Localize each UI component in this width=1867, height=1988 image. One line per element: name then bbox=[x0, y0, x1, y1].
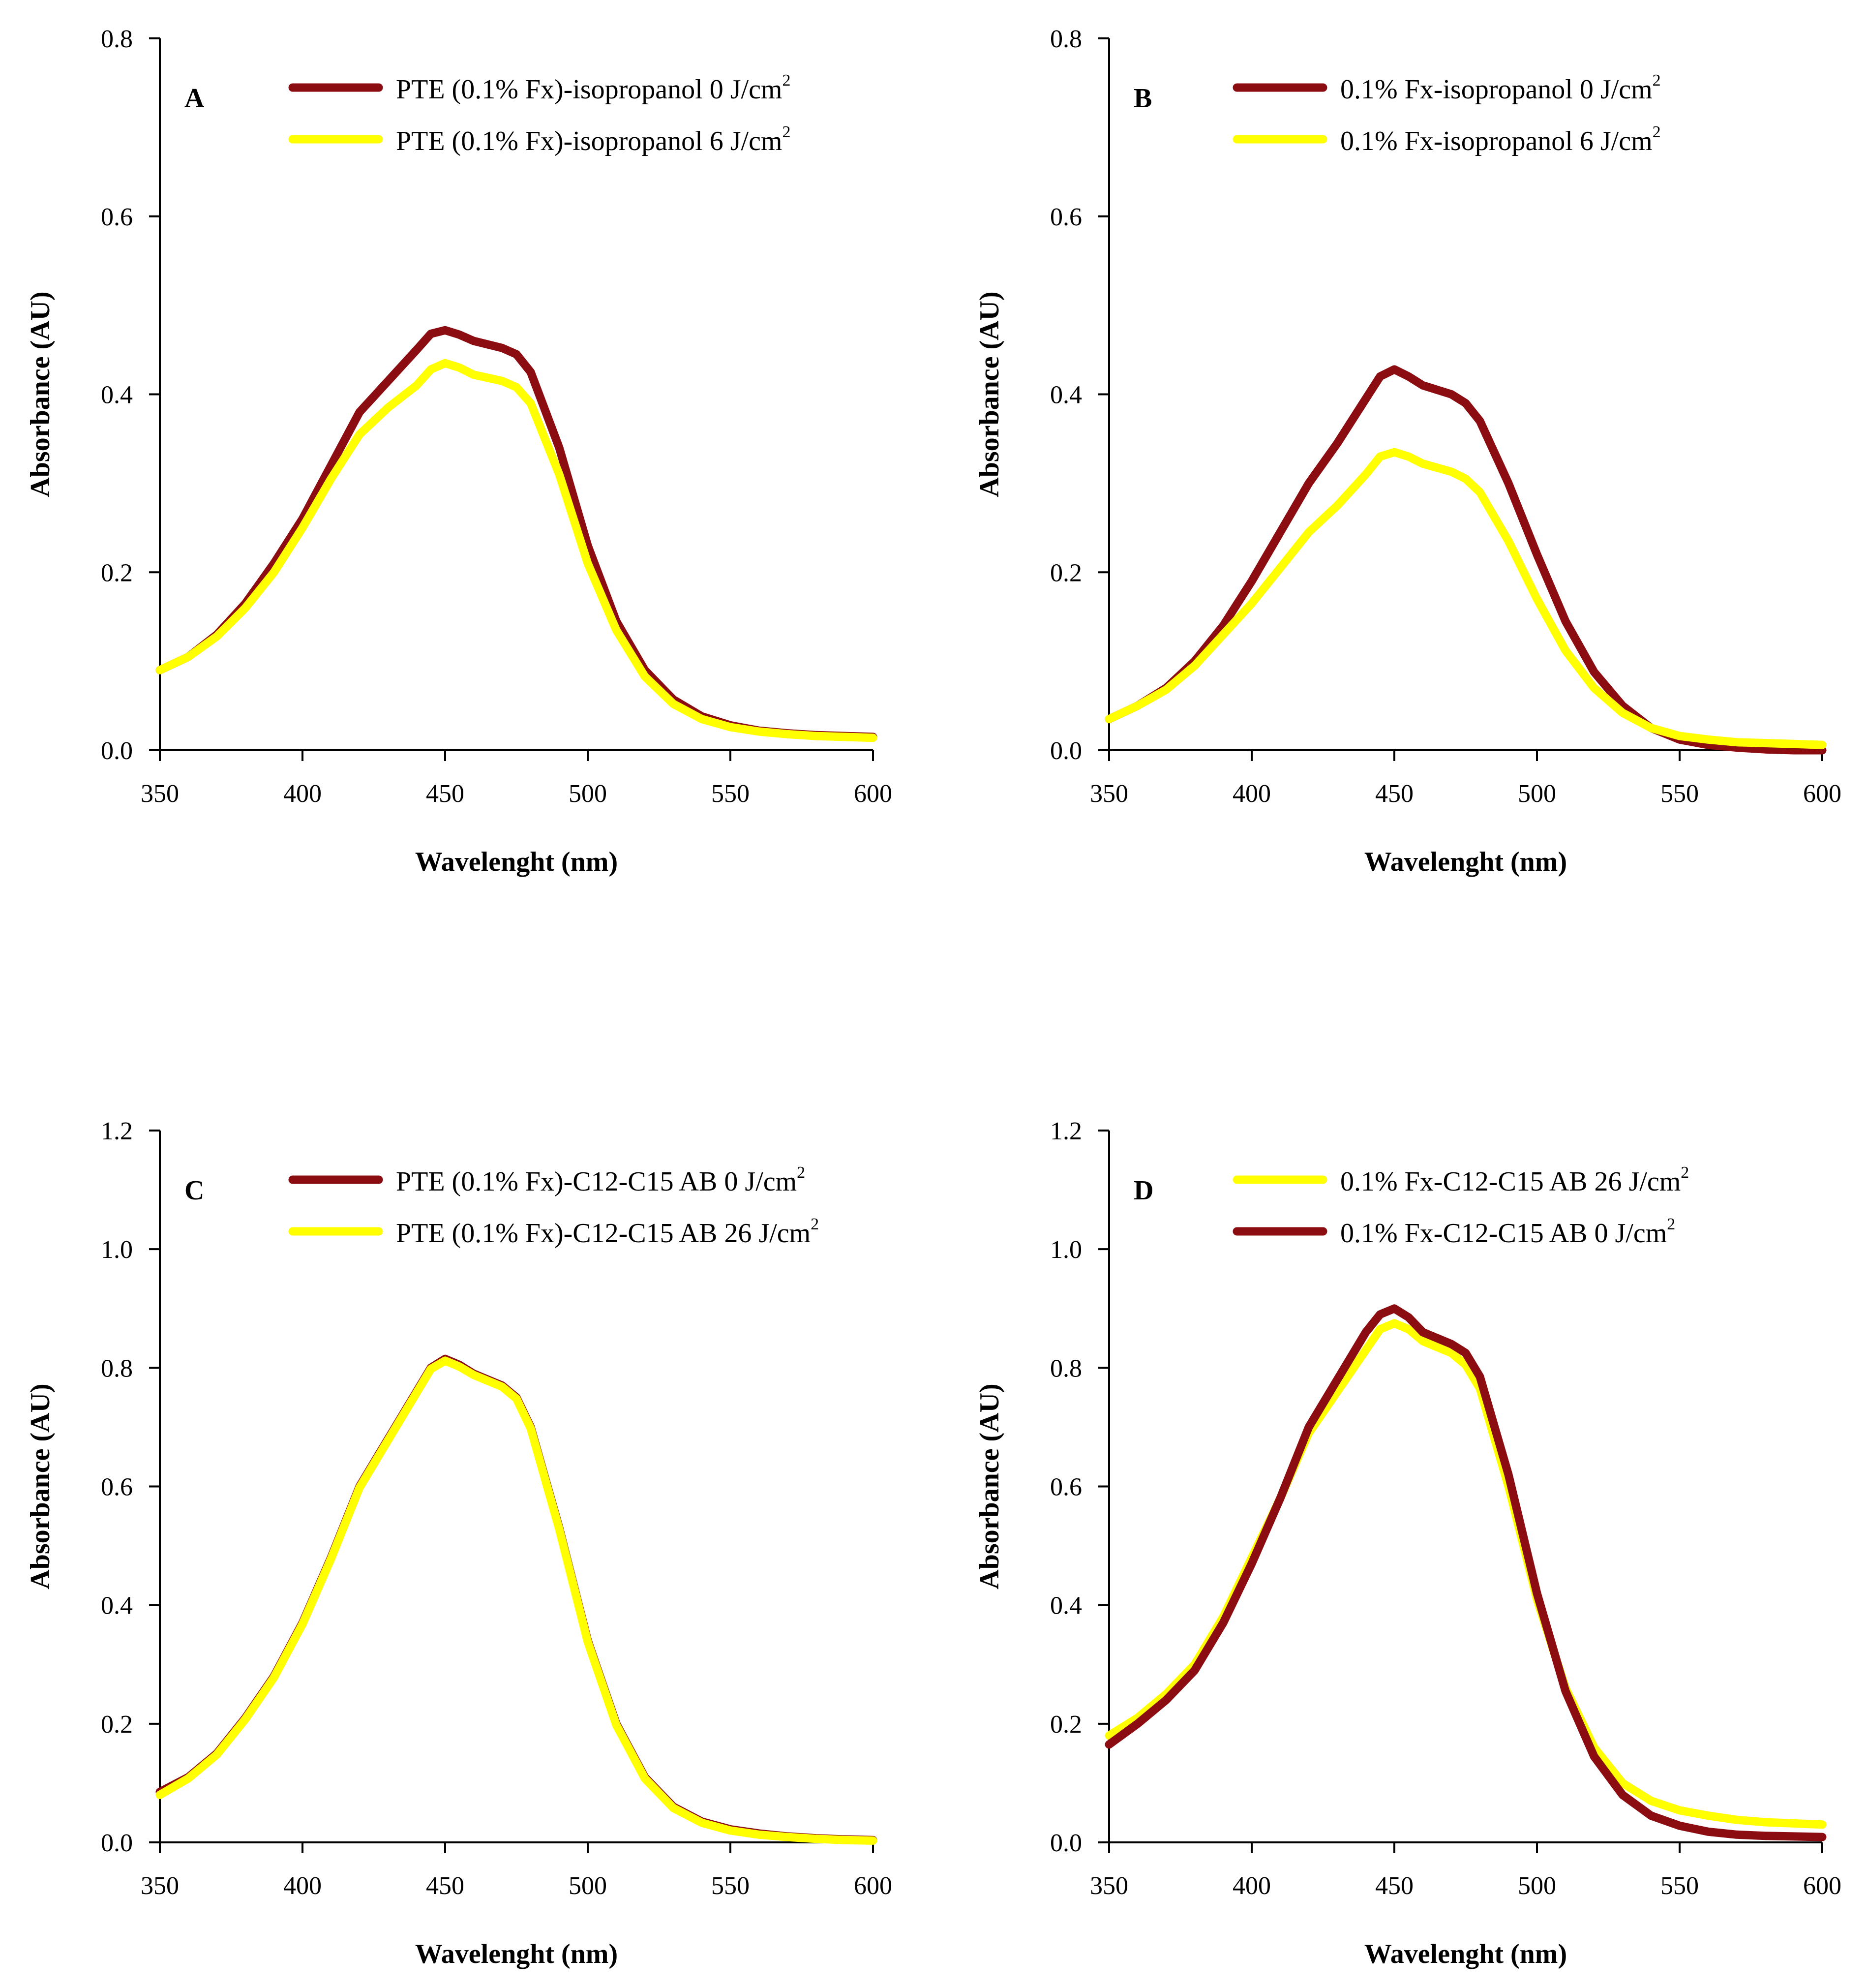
panel-b-legend-name-2: 0.1% Fx-isopropanol 6 J/cm bbox=[1340, 126, 1653, 156]
panel-a-letter: A bbox=[184, 83, 205, 114]
panel-d-x-tick-label: 550 bbox=[1660, 1872, 1699, 1900]
panel-b-y-tick-label: 0.2 bbox=[1050, 559, 1082, 587]
panel-d-x-tick-label: 350 bbox=[1090, 1872, 1128, 1900]
panel-b-x-tick-label: 450 bbox=[1375, 780, 1414, 808]
panel-d-legend-label-1: 0.1% Fx-C12-C15 AB 26 J/cm2 bbox=[1340, 1163, 1689, 1197]
panel-d-y-tick-label: 1.0 bbox=[1050, 1236, 1082, 1264]
panel-c-legend-superscript-2: 2 bbox=[811, 1215, 819, 1233]
panel-c-y-tick-label: 0.6 bbox=[101, 1473, 133, 1501]
panel-b-x-tick-label: 600 bbox=[1803, 780, 1841, 808]
panel-a-y-tick-label: 0.2 bbox=[101, 559, 133, 587]
panel-c-y-tick-label: 0.8 bbox=[101, 1354, 133, 1382]
panel-b-x-tick-label: 550 bbox=[1660, 780, 1699, 808]
panel-c-y-tick-label: 0.2 bbox=[101, 1711, 133, 1739]
panel-c-x-tick-label: 400 bbox=[283, 1872, 322, 1900]
panel-a-x-tick-label: 600 bbox=[854, 780, 892, 808]
panel-a-x-axis-title: Wavelenght (nm) bbox=[415, 847, 618, 877]
panel-b-x-tick-label: 350 bbox=[1090, 780, 1128, 808]
panel-c-x-tick-label: 600 bbox=[854, 1872, 892, 1900]
panel-a-x-tick-label: 350 bbox=[141, 780, 179, 808]
panel-d-x-tick-label: 500 bbox=[1518, 1872, 1556, 1900]
panel-d: 350 400 450 500 550 600 0.0 0.2 0.4 0.6 0.8 1.0 1.2 W… bbox=[974, 1117, 1841, 1969]
panel-d-series-2-line bbox=[1105, 1304, 1827, 1841]
panel-b-y-axis-title: Absorbance (AU) bbox=[974, 291, 1005, 497]
panel-a-legend-label-1: PTE (0.1% Fx)-isopropanol 0 J/cm2 bbox=[396, 71, 790, 105]
panel-d-y-axis-title: Absorbance (AU) bbox=[974, 1383, 1005, 1589]
panel-d-legend-label-2: 0.1% Fx-C12-C15 AB 0 J/cm2 bbox=[1340, 1215, 1675, 1249]
panel-c-y-axis-title: Absorbance (AU) bbox=[25, 1383, 56, 1589]
panel-d-y-tick-label: 0.6 bbox=[1050, 1473, 1082, 1501]
panel-d-x-tick-label: 400 bbox=[1233, 1872, 1271, 1900]
panel-b-legend-superscript-1: 2 bbox=[1653, 71, 1661, 90]
panel-b-y-tick-label: 0.6 bbox=[1050, 203, 1082, 231]
panel-a-legend-label-2: PTE (0.1% Fx)-isopropanol 6 J/cm2 bbox=[396, 123, 790, 156]
panel-a-y-tick-label: 0.0 bbox=[101, 737, 133, 765]
panel-b-x-tick-label: 400 bbox=[1233, 780, 1271, 808]
panel-b-x-axis-title: Wavelenght (nm) bbox=[1364, 847, 1567, 877]
panel-d-legend-name-1: 0.1% Fx-C12-C15 AB 26 J/cm bbox=[1340, 1166, 1681, 1197]
panel-c-y-tick-label: 0.0 bbox=[101, 1829, 133, 1857]
panel-d-legend-name-2: 0.1% Fx-C12-C15 AB 0 J/cm bbox=[1340, 1218, 1667, 1249]
panel-a-y-tick-label: 0.4 bbox=[101, 381, 133, 409]
panel-d-x-tick-label: 450 bbox=[1375, 1872, 1414, 1900]
panel-b-series-1-line bbox=[1105, 365, 1827, 755]
panel-a-legend-superscript-2: 2 bbox=[782, 123, 790, 141]
panel-b-letter: B bbox=[1134, 83, 1152, 114]
panel-b-x-tick-label: 500 bbox=[1518, 780, 1556, 808]
panel-d-series-1-line bbox=[1105, 1319, 1827, 1829]
panel-a-x-tick-label: 450 bbox=[426, 780, 464, 808]
panel-a-series-2-line bbox=[155, 359, 877, 742]
panel-c-y-tick-label: 0.4 bbox=[101, 1592, 133, 1620]
panel-c-x-axis-title: Wavelenght (nm) bbox=[415, 1939, 618, 1969]
panel-a: 350 400 450 500 550 600 0.0 0.2 0.4 0.6 0.8 Wavelen… bbox=[25, 25, 892, 877]
panel-d-letter: D bbox=[1134, 1175, 1153, 1206]
panel-b-y-tick-label: 0.4 bbox=[1050, 381, 1082, 409]
panel-a-y-axis-title: Absorbance (AU) bbox=[25, 291, 56, 497]
panel-c-y-tick-label: 1.0 bbox=[101, 1236, 133, 1264]
panel-c-series-2-line bbox=[155, 1356, 877, 1845]
panel-a-legend-superscript-1: 2 bbox=[782, 71, 790, 90]
panel-b-legend-label-2: 0.1% Fx-isopropanol 6 J/cm2 bbox=[1340, 123, 1661, 156]
panel-d-x-axis-title: Wavelenght (nm) bbox=[1364, 1939, 1567, 1969]
panel-b-legend-name-1: 0.1% Fx-isopropanol 0 J/cm bbox=[1340, 74, 1653, 105]
panel-d-legend-superscript-1: 2 bbox=[1681, 1163, 1689, 1182]
panel-a-x-tick-label: 550 bbox=[711, 780, 750, 808]
panel-c-legend-label-1: PTE (0.1% Fx)-C12-C15 AB 0 J/cm2 bbox=[396, 1163, 805, 1197]
panel-c-x-tick-label: 500 bbox=[569, 1872, 607, 1900]
panel-c-y-tick-label: 1.2 bbox=[101, 1117, 133, 1145]
panel-d-y-tick-label: 0.4 bbox=[1050, 1592, 1082, 1620]
panel-b-series-2-line bbox=[1105, 448, 1827, 749]
panel-c-x-tick-label: 350 bbox=[141, 1872, 179, 1900]
panel-a-legend-name-1: PTE (0.1% Fx)-isopropanol 0 J/cm bbox=[396, 74, 782, 105]
panel-c: 350 400 450 500 550 600 0.0 0.2 0.4 0.6 0.8 1.0 1.2 W… bbox=[25, 1117, 892, 1969]
panel-a-x-tick-label: 500 bbox=[569, 780, 607, 808]
panel-d-y-tick-label: 0.0 bbox=[1050, 1829, 1082, 1857]
panel-c-legend-name-1: PTE (0.1% Fx)-C12-C15 AB 0 J/cm bbox=[396, 1166, 797, 1197]
panel-a-y-tick-label: 0.6 bbox=[101, 203, 133, 231]
panel-c-legend-label-2: PTE (0.1% Fx)-C12-C15 AB 26 J/cm2 bbox=[396, 1215, 819, 1249]
panel-a-legend-name-2: PTE (0.1% Fx)-isopropanol 6 J/cm bbox=[396, 126, 782, 156]
panel-d-y-tick-label: 0.8 bbox=[1050, 1354, 1082, 1382]
panel-b-legend-label-1: 0.1% Fx-isopropanol 0 J/cm2 bbox=[1340, 71, 1661, 105]
panel-c-x-tick-label: 450 bbox=[426, 1872, 464, 1900]
panel-d-y-tick-label: 0.2 bbox=[1050, 1711, 1082, 1739]
panel-b-legend-superscript-2: 2 bbox=[1653, 123, 1661, 141]
panel-c-series-1-line bbox=[155, 1354, 877, 1844]
panel-a-y-tick-label: 0.8 bbox=[101, 25, 133, 53]
panel-a-x-tick-label: 400 bbox=[283, 780, 322, 808]
panel-c-legend-superscript-1: 2 bbox=[797, 1163, 805, 1182]
panel-c-x-tick-label: 550 bbox=[711, 1872, 750, 1900]
panel-b-y-tick-label: 0.0 bbox=[1050, 737, 1082, 765]
panel-d-legend-superscript-2: 2 bbox=[1667, 1215, 1675, 1233]
panel-d-x-tick-label: 600 bbox=[1803, 1872, 1841, 1900]
panel-d-y-tick-label: 1.2 bbox=[1050, 1117, 1082, 1145]
panel-c-legend-name-2: PTE (0.1% Fx)-C12-C15 AB 26 J/cm bbox=[396, 1218, 811, 1249]
panel-c-letter: C bbox=[184, 1175, 204, 1206]
panel-b: 350 400 450 500 550 600 0.0 0.2 0.4 0.6 0.8 Wavelen… bbox=[974, 25, 1841, 877]
panel-b-y-tick-label: 0.8 bbox=[1050, 25, 1082, 53]
